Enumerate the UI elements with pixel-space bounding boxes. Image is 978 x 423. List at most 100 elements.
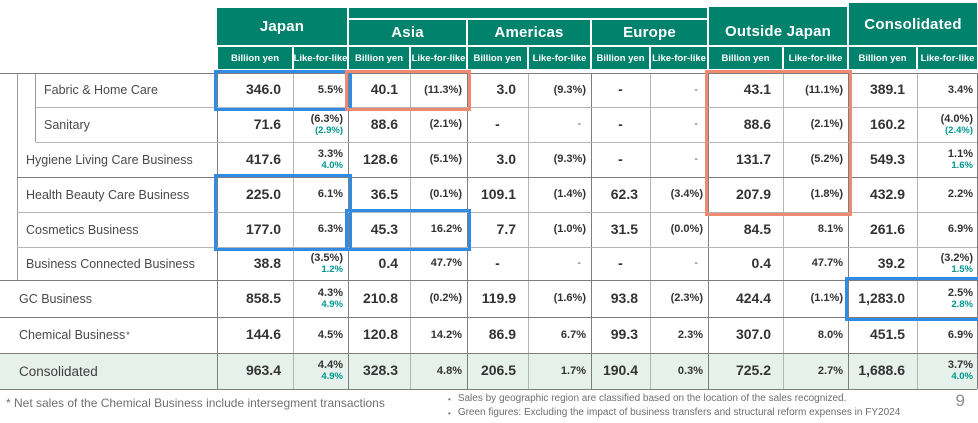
grid-line xyxy=(17,177,977,178)
lfl-value: 6.3% xyxy=(317,223,343,236)
grid-line xyxy=(528,73,529,389)
lfl-value: (4.0%) xyxy=(940,112,973,125)
cell-like-for-like: (3.2%) 1.5% xyxy=(917,247,978,280)
lfl-adjusted-value: 4.0% xyxy=(951,371,973,383)
cell-like-for-like: (1.6%) xyxy=(528,280,591,317)
row-label-text: Fabric & Home Care xyxy=(44,83,158,97)
lfl-value: (3.4%) xyxy=(670,188,703,201)
cell-like-for-like: 2.3% xyxy=(650,317,708,353)
cell-amount: 128.6 xyxy=(362,150,398,167)
cell-amount: 549.3 xyxy=(869,150,905,167)
cell-like-for-like: 4.8% xyxy=(410,353,467,389)
cell-like-for-like: 2.5% 2.8% xyxy=(917,280,978,317)
cell-amount: 389.1 xyxy=(869,81,905,98)
cell-amount: - xyxy=(618,115,623,132)
cell-like-for-like: 4.3% 4.9% xyxy=(293,280,348,317)
lfl-value: (1.1%) xyxy=(810,292,843,305)
cell-like-for-like: (9.3%) xyxy=(528,142,591,177)
lfl-value: (9.3%) xyxy=(553,83,586,96)
cell-like-for-like: (5.2%) xyxy=(783,142,848,177)
subheader-like-for-like: Like-for-like xyxy=(529,47,590,69)
cell-amount: 109.1 xyxy=(480,185,516,202)
lfl-value: (2.3%) xyxy=(670,292,703,305)
cell-amount: 3.0 xyxy=(496,150,516,167)
cell-like-for-like: 1.1% 1.6% xyxy=(917,142,978,177)
cell-amount: 725.2 xyxy=(735,362,771,379)
cell-amount: 86.9 xyxy=(488,326,516,343)
cell-like-for-like: (2.1%) xyxy=(783,107,848,142)
cell-amount: 120.8 xyxy=(362,326,398,343)
lfl-value: 47.7% xyxy=(430,257,462,270)
cell-amount: 206.5 xyxy=(480,362,516,379)
cell-amount: 0.4 xyxy=(378,254,398,271)
cell-like-for-like: (1.1%) xyxy=(783,280,848,317)
column-header-americas: Americas xyxy=(468,20,590,45)
cell-like-for-like: (3.4%) xyxy=(650,177,708,212)
cell-amount: 38.8 xyxy=(253,254,281,271)
lfl-value: 16.2% xyxy=(430,223,462,236)
cell-like-for-like: (0.0%) xyxy=(650,212,708,247)
cell-amount: 328.3 xyxy=(362,362,398,379)
row-label-text: Sanitary xyxy=(44,117,90,132)
cell-amount: 144.6 xyxy=(245,326,281,343)
cell-like-for-like: (1.8%) xyxy=(783,177,848,212)
grid-line xyxy=(708,73,709,389)
lfl-value: - xyxy=(577,257,581,270)
row-label-text: Hygiene Living Care Business xyxy=(26,152,193,167)
cell-amount: 40.1 xyxy=(370,81,398,98)
row-label-text: GC Business xyxy=(19,291,92,306)
lfl-adjusted-value: 4.9% xyxy=(321,371,343,383)
lfl-value: (1.8%) xyxy=(810,188,843,201)
cell-like-for-like: - xyxy=(528,247,591,280)
column-header-outside-japan: Outside Japan xyxy=(709,7,847,45)
cell-like-for-like: (6.3%) (2.9%) xyxy=(293,107,348,142)
cell-like-for-like: - xyxy=(650,107,708,142)
cell-like-for-like: 3.3% 4.0% xyxy=(293,142,348,177)
subheader-billion-yen: Billion yen xyxy=(218,47,292,69)
cell-amount: 31.5 xyxy=(610,220,638,237)
cell-amount: 88.6 xyxy=(743,115,771,132)
cell-amount: 84.5 xyxy=(743,220,771,237)
row-label: Fabric & Home Care xyxy=(44,73,158,107)
bullet-icon: • xyxy=(448,395,451,404)
cell-like-for-like: - xyxy=(528,107,591,142)
lfl-value: - xyxy=(694,153,698,166)
lfl-value: (0.0%) xyxy=(670,223,703,236)
cell-amount: 7.7 xyxy=(496,220,516,237)
grid-line xyxy=(591,73,592,389)
cell-like-for-like: (11.1%) xyxy=(783,73,848,107)
cell-amount: 39.2 xyxy=(877,254,905,271)
column-header-japan: Japan xyxy=(217,8,347,45)
row-label: Cosmetics Business xyxy=(26,212,139,247)
lfl-value: 0.3% xyxy=(677,364,703,377)
lfl-value: 2.5% xyxy=(947,286,973,299)
lfl-value: - xyxy=(694,257,698,270)
cell-like-for-like: 6.7% xyxy=(528,317,591,353)
lfl-value: 1.7% xyxy=(560,364,586,377)
cell-like-for-like: (0.1%) xyxy=(410,177,467,212)
footnote-chemical: * Net sales of the Chemical Business inc… xyxy=(6,396,385,410)
cell-like-for-like: 6.9% xyxy=(917,317,978,353)
cell-amount: 424.4 xyxy=(735,289,771,306)
lfl-value: - xyxy=(694,118,698,131)
cell-amount: 1,283.0 xyxy=(858,289,905,306)
cell-amount: 261.6 xyxy=(869,220,905,237)
lfl-adjusted-value: 1.5% xyxy=(951,263,973,275)
column-header-label: Americas xyxy=(494,24,564,41)
subheader-billion-yen: Billion yen xyxy=(849,47,916,69)
cell-amount: - xyxy=(495,115,500,132)
lfl-value: 4.8% xyxy=(436,364,462,377)
header-top-strip xyxy=(349,8,707,18)
lfl-value: 14.2% xyxy=(430,328,462,341)
cell-like-for-like: (1.4%) xyxy=(528,177,591,212)
column-header-label: Consolidated xyxy=(864,15,962,33)
cell-like-for-like: 3.4% xyxy=(917,73,978,107)
lfl-value: 2.7% xyxy=(817,364,843,377)
cell-amount: - xyxy=(618,254,623,271)
cell-amount: - xyxy=(618,81,623,98)
grid-line xyxy=(348,73,349,389)
row-label: Hygiene Living Care Business xyxy=(26,142,193,177)
row-label: Health Beauty Care Business xyxy=(26,177,189,212)
gc-group-bracket-line xyxy=(17,73,18,280)
